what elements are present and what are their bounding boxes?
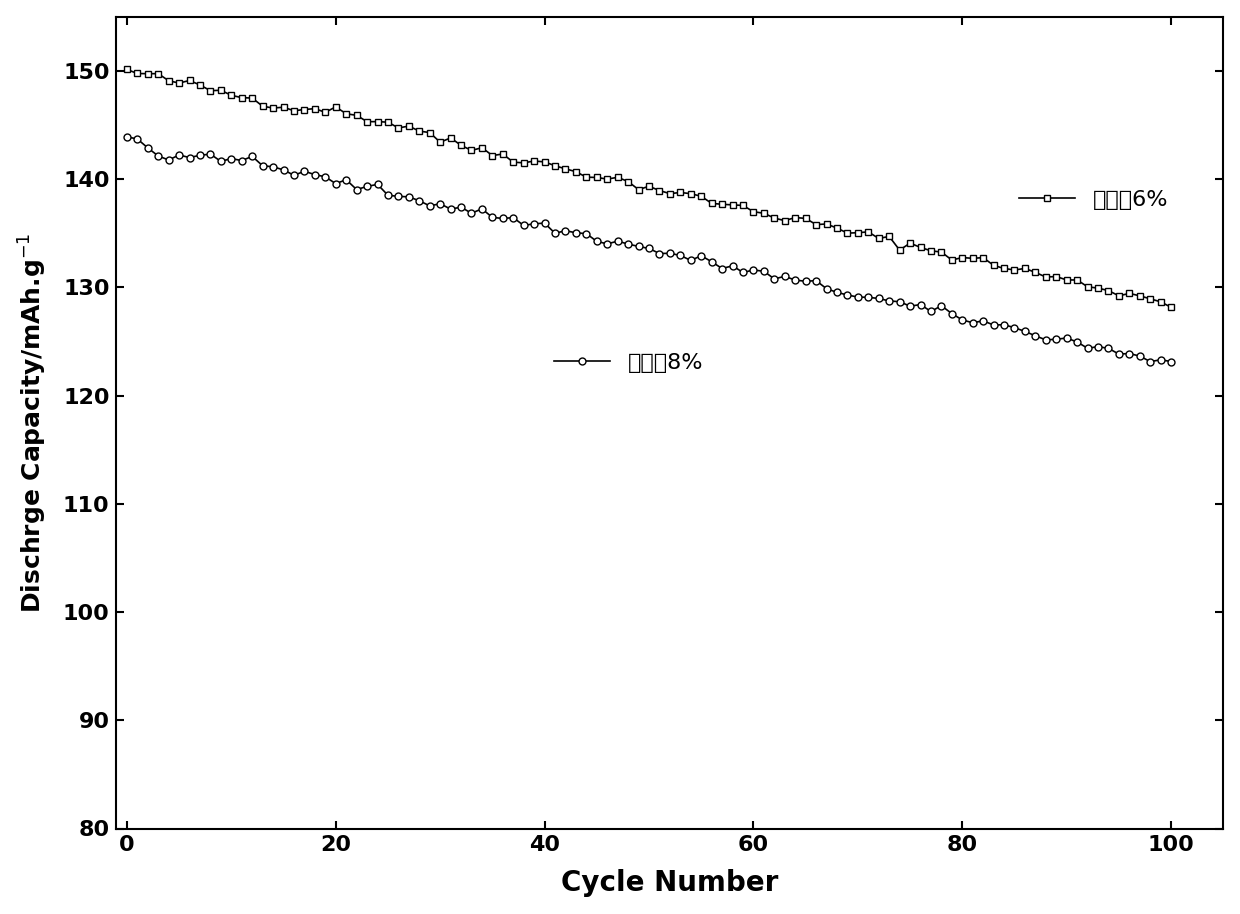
X-axis label: Cycle Number: Cycle Number <box>562 869 779 898</box>
Legend: 过锂量8%: 过锂量8% <box>554 353 703 373</box>
Y-axis label: Dischrge Capacity/mAh.g$^{-1}$: Dischrge Capacity/mAh.g$^{-1}$ <box>16 232 48 612</box>
